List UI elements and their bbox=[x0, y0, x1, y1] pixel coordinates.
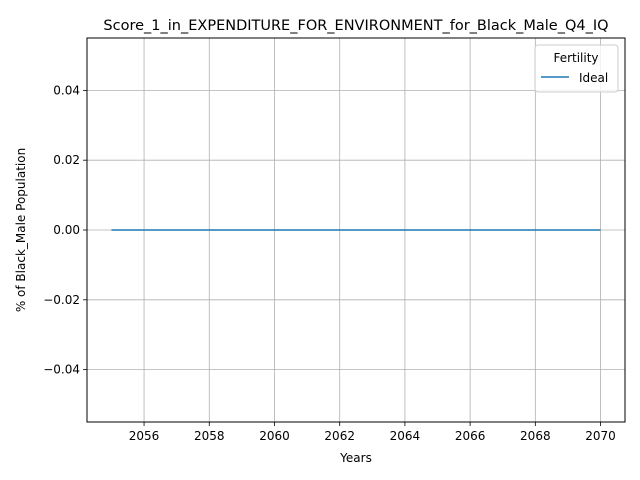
x-tick-label: 2068 bbox=[520, 429, 551, 443]
legend-title: Fertility bbox=[553, 51, 598, 65]
legend-box bbox=[534, 44, 619, 93]
x-tick-label: 2056 bbox=[129, 429, 160, 443]
x-axis-label: Years bbox=[339, 451, 372, 465]
y-tick-label: −0.02 bbox=[43, 293, 80, 307]
y-tick-label: 0.04 bbox=[53, 83, 80, 97]
x-tick-label: 2064 bbox=[390, 429, 421, 443]
x-tick-label: 2070 bbox=[585, 429, 616, 443]
legend-entry-ideal: Ideal bbox=[579, 71, 608, 85]
y-axis-label: % of Black_Male Population bbox=[14, 148, 28, 312]
x-tick-label: 2060 bbox=[259, 429, 290, 443]
x-tick-label: 2058 bbox=[194, 429, 225, 443]
ticks: 2056 2058 2060 2062 2064 2066 2068 2070 −0.04 −0.… bbox=[43, 83, 616, 443]
y-tick-label: 0.02 bbox=[53, 153, 80, 167]
chart-title: Score_1_in_EXPENDITURE_FOR_ENVIRONMENT_f… bbox=[103, 18, 608, 34]
legend: Fertility Ideal bbox=[534, 44, 619, 93]
y-tick-label: 0.00 bbox=[53, 223, 80, 237]
x-tick-label: 2066 bbox=[455, 429, 486, 443]
x-tick-label: 2062 bbox=[324, 429, 355, 443]
y-tick-label: −0.04 bbox=[43, 363, 80, 377]
